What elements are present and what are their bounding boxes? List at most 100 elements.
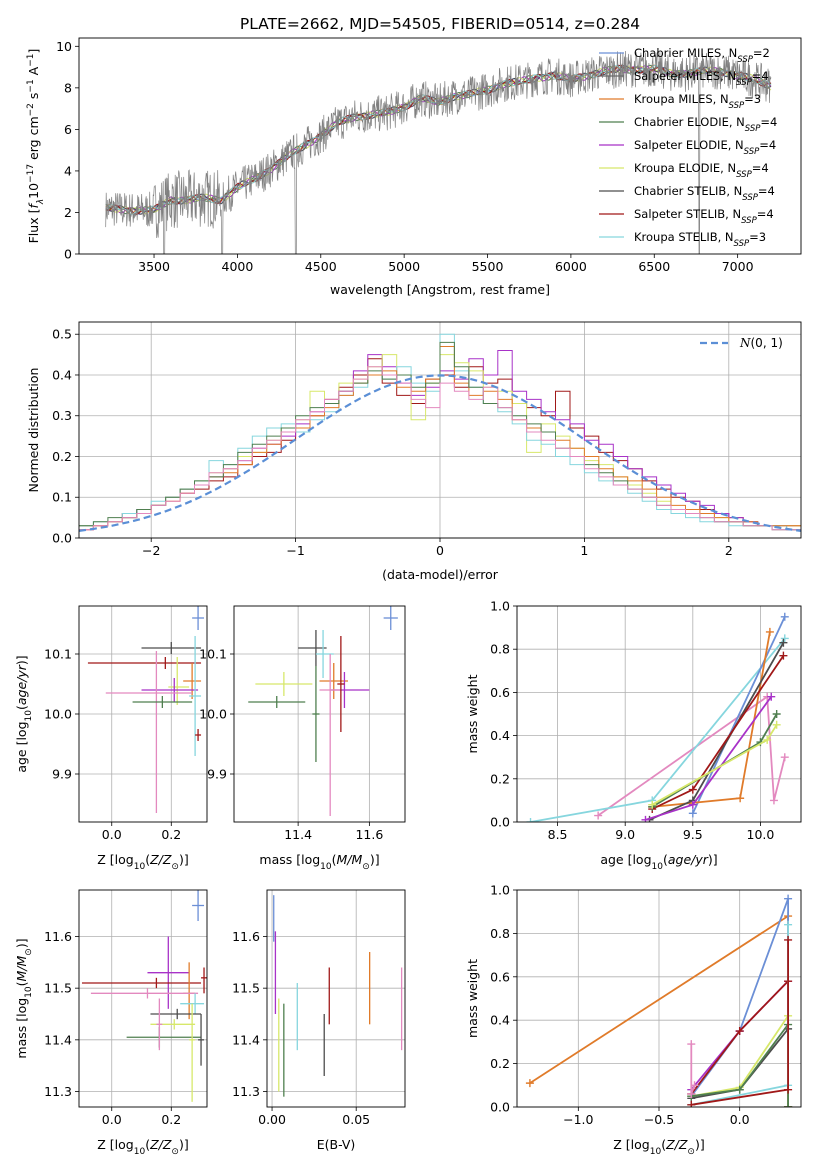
data-point (87, 657, 202, 669)
weight-marker (767, 692, 776, 701)
weight-marker (780, 612, 789, 621)
weight-marker (765, 627, 774, 636)
weight-marker (594, 811, 603, 820)
legend-entry: Kroupa ELODIE, NSSP=4 (634, 161, 769, 180)
plot-area (525, 894, 793, 1107)
panel-massweight-vs-Z: −1.0 −0.5 0.0 0.0 0.2 0.4 0.6 0.8 1.0 Z [log10(Z/… (465, 883, 802, 1157)
tick-label-y: 0.4 (490, 1013, 510, 1028)
xlabel: age [log10(age/yr)] (600, 852, 717, 872)
data-point (248, 696, 306, 708)
data-point (319, 663, 348, 699)
figure-title: PLATE=2662, MJD=54505, FIBERID=0514, z=0… (240, 15, 640, 33)
legend-entry: Kroupa STELIB, NSSP=3 (634, 230, 766, 249)
weight-series (597, 695, 786, 817)
tick-label-x: 4000 (222, 259, 254, 274)
weight-marker (687, 1089, 696, 1098)
data-point (198, 1014, 205, 1066)
data-point (201, 967, 207, 994)
legend-entry: Chabrier MILES, NSSP=2 (634, 46, 770, 65)
tick-label-y: 11.6 (44, 929, 72, 944)
weight-marker (688, 785, 697, 794)
ylabel: mass [log10(M/M⊙)] (14, 938, 34, 1058)
weight-marker (772, 710, 781, 718)
tick-label-x: 6500 (638, 259, 670, 274)
data-point (189, 636, 202, 756)
tick-label-y: 0.4 (490, 728, 510, 743)
tick-label-y: 9.9 (52, 767, 72, 782)
weight-series (651, 713, 778, 808)
plot-area (273, 895, 403, 1097)
plot-area (87, 606, 205, 813)
legend-entry: Salpeter ELODIE, NSSP=4 (634, 138, 776, 157)
weight-marker (735, 1085, 744, 1094)
tick-label-y: 11.5 (44, 981, 72, 996)
xlabel: (data-model)/error (382, 567, 499, 582)
weight-marker (735, 1027, 744, 1036)
tick-label-y: 2 (64, 205, 72, 220)
ylabel: Normed distribution (26, 368, 41, 493)
tick-label-y: 10.1 (199, 647, 227, 662)
data-point (298, 630, 327, 666)
weight-marker (780, 634, 789, 643)
tick-label-x: 4500 (305, 259, 337, 274)
axes-frame (78, 889, 208, 1108)
data-point (132, 696, 193, 708)
data-point (319, 654, 341, 816)
weight-series (691, 616, 786, 814)
weight-marker (688, 809, 697, 818)
tick-label-x: 0.0 (102, 827, 122, 842)
tick-label-y: 0.0 (52, 531, 72, 546)
weight-marker (690, 1081, 699, 1090)
weight-marker (526, 818, 535, 822)
weight-marker (525, 1079, 534, 1088)
tick-label-y: 0.8 (490, 642, 510, 657)
data-point (189, 1003, 196, 1102)
tick-label-y: 4 (64, 163, 72, 178)
tick-label-y: 0.8 (490, 926, 510, 941)
tick-label-y: 9.9 (207, 767, 227, 782)
tick-label-x: 11.6 (355, 827, 383, 842)
tick-label-y: 1.0 (490, 883, 510, 898)
tick-label-x: 9.0 (615, 827, 635, 842)
weight-marker (784, 1085, 793, 1094)
legend-entry: Chabrier ELODIE, NSSP=4 (634, 115, 777, 134)
weight-marker (780, 753, 789, 762)
data-point (192, 606, 205, 630)
tick-label-x: 6000 (555, 259, 587, 274)
tick-label-y: 11.3 (232, 1084, 260, 1099)
tick-label-y: 11.4 (44, 1032, 72, 1047)
tick-label-y: 0.4 (52, 367, 72, 382)
ylabel: Flux [fλ10−17 erg cm−2 s−1 A−1] (26, 49, 46, 244)
plot-area (248, 606, 398, 816)
tick-label-y: 0.3 (52, 408, 72, 423)
weight-marker (784, 1103, 793, 1107)
weight-marker (779, 651, 788, 660)
tick-label-x: 3500 (138, 259, 170, 274)
tick-label-y: 0.2 (52, 449, 72, 464)
axes-frame (78, 37, 802, 255)
ylabel: age [log10(age/yr)] (14, 655, 34, 772)
tick-label-x: 8.5 (548, 827, 568, 842)
legend-entry: Salpeter STELIB, NSSP=4 (634, 207, 774, 226)
tick-label-x: 0.05 (342, 1112, 370, 1127)
axes-frame (233, 605, 406, 823)
xlabel: mass [log10(M/M⊙)] (259, 852, 379, 872)
legend-entry: Salpeter MILES, NSSP=4 (634, 69, 769, 88)
data-point (126, 1026, 202, 1048)
xlabel: E(B-V) (317, 1137, 356, 1152)
tick-label-y: 8 (64, 80, 72, 95)
tick-label-x: 9.5 (683, 827, 703, 842)
data-point (105, 651, 193, 813)
tick-label-y: 6 (64, 122, 72, 137)
tick-label-y: 10 (56, 39, 72, 54)
legend-entry: Kroupa MILES, NSSP=3 (634, 92, 761, 111)
panel-mass-vs-EBV: 0.00 0.05 11.3 11.4 11.5 11.6 E(B-V) (232, 889, 406, 1152)
tick-label-x: 0.0 (102, 1112, 122, 1127)
xlabel: wavelength [Angstrom, rest frame] (330, 282, 550, 297)
data-point (156, 998, 163, 1051)
data-point (337, 636, 345, 732)
legend-entry: N(0, 1) (739, 336, 783, 350)
data-point (150, 1008, 202, 1020)
data-point (147, 936, 190, 1009)
